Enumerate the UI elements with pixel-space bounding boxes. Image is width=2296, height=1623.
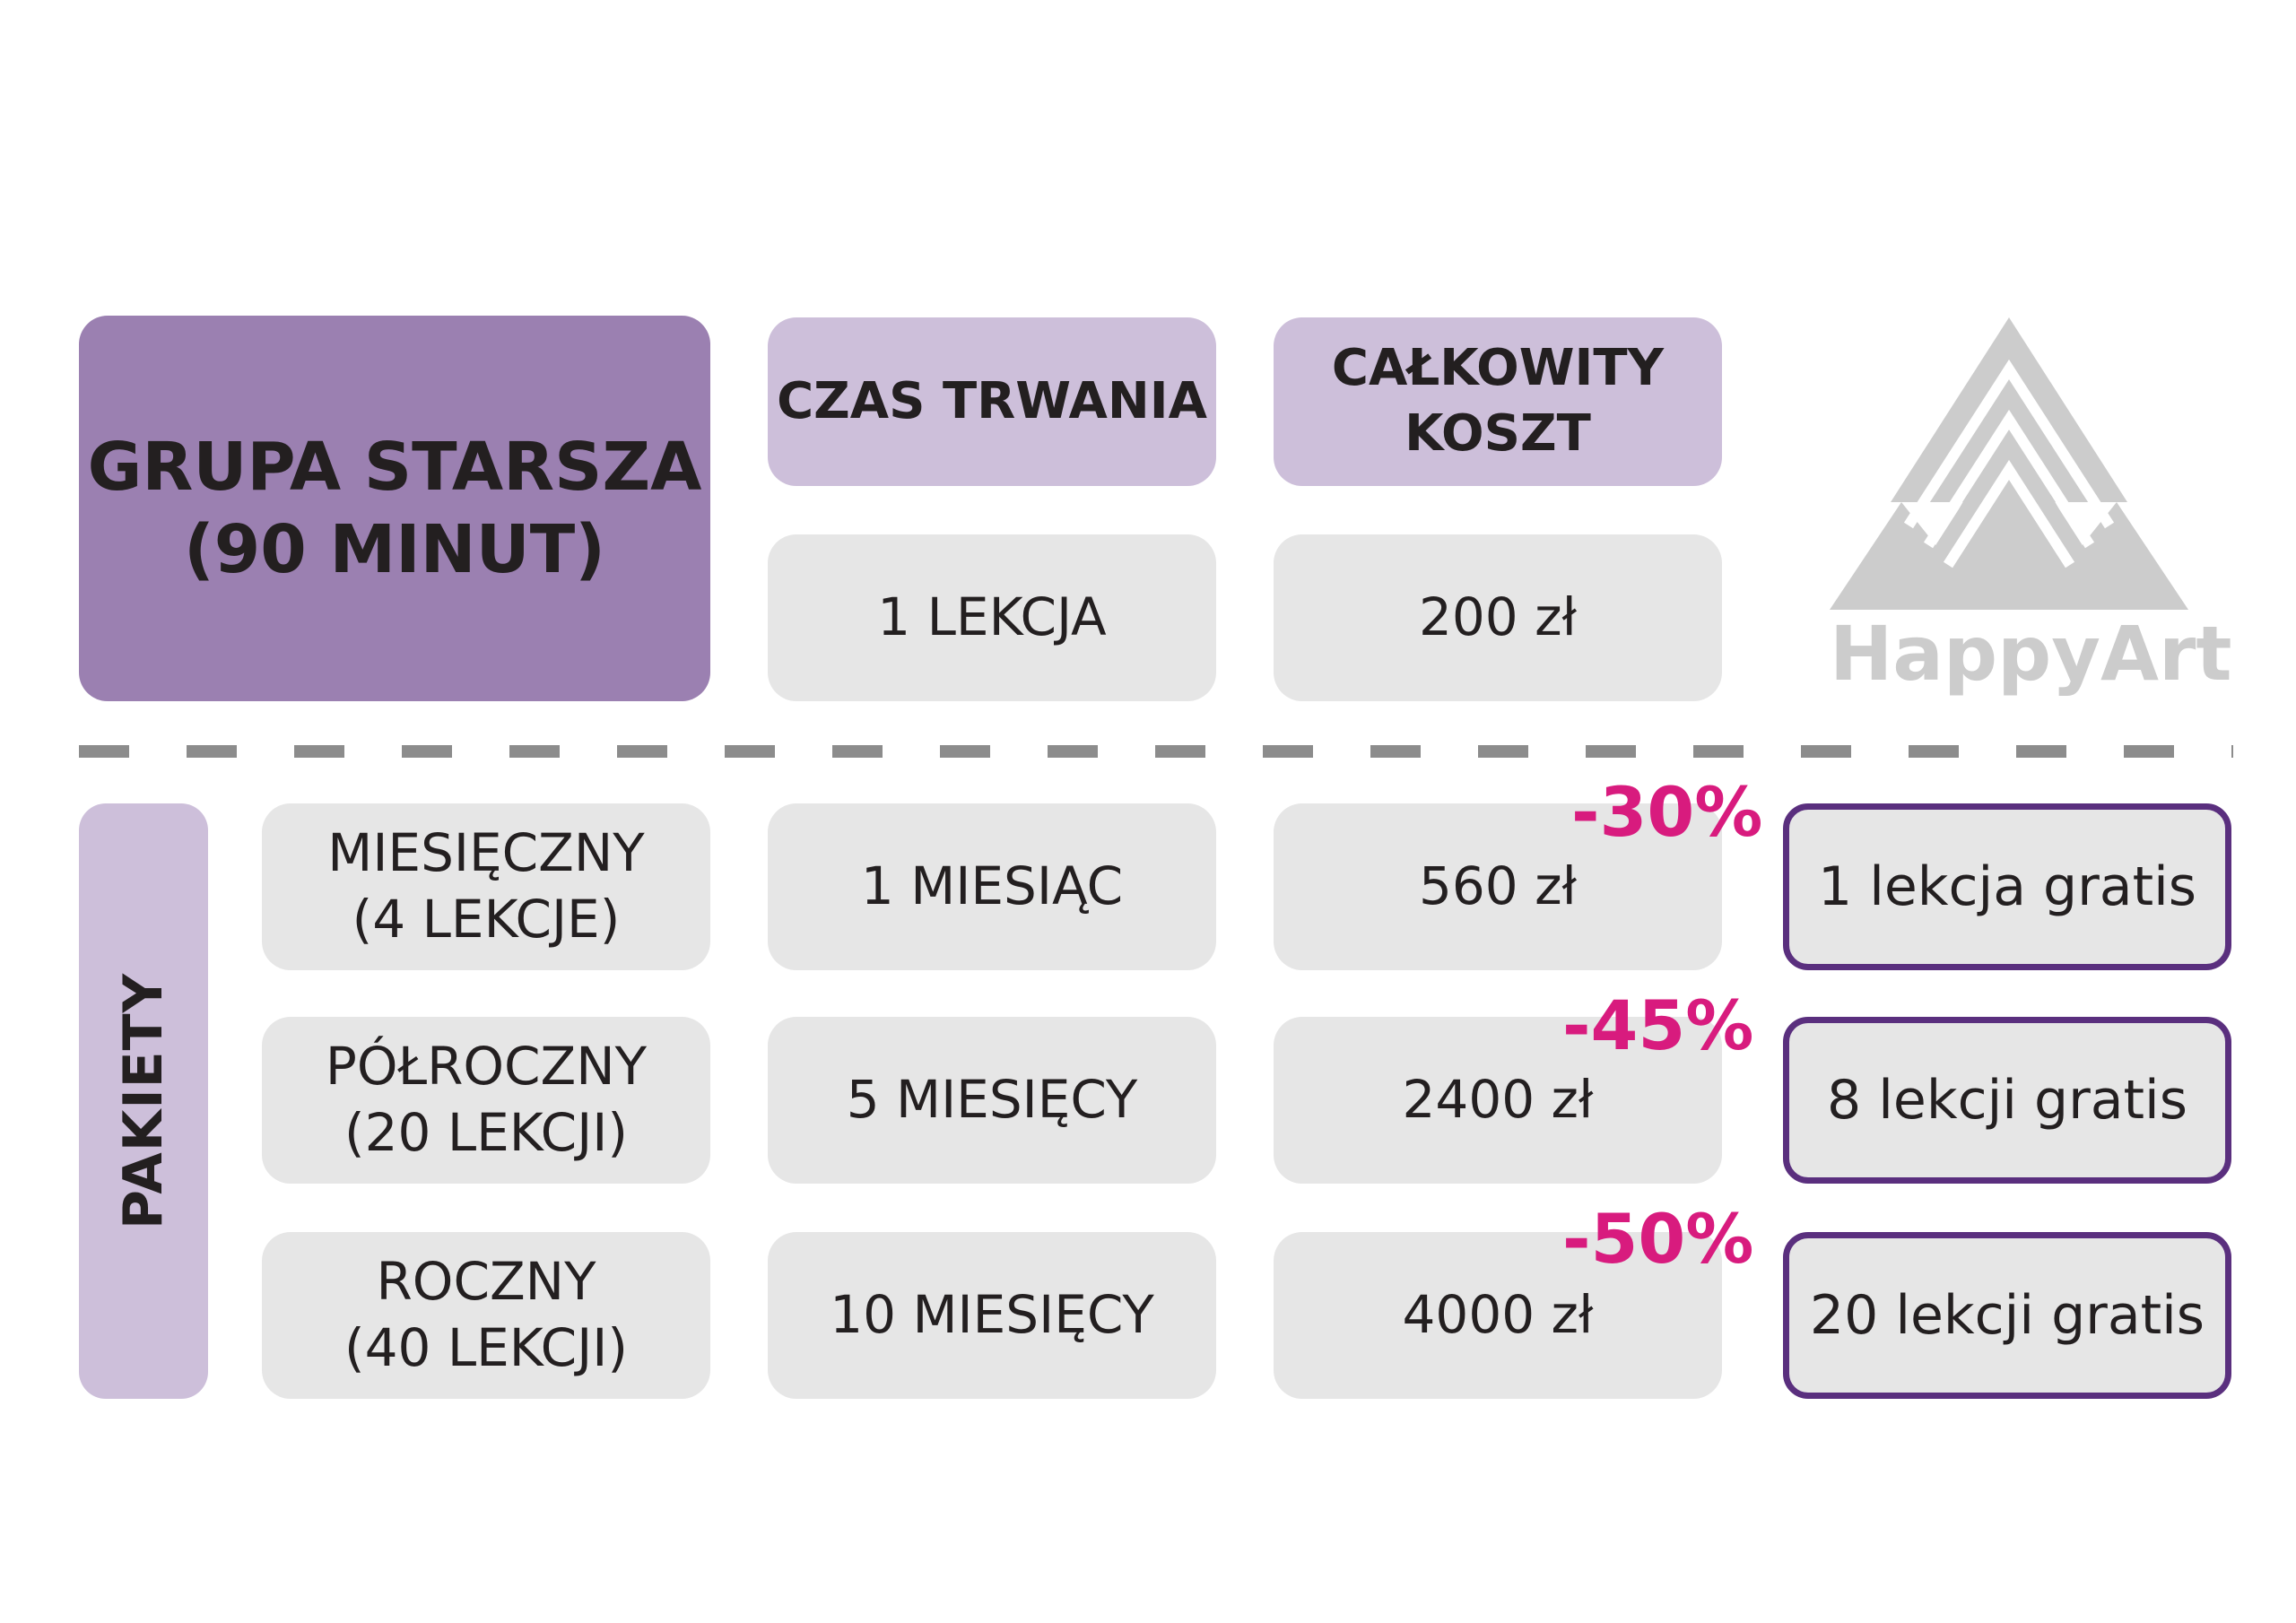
mountain-logo-icon [1830,317,2188,610]
group-title-line2: (90 MINUT) [183,511,606,588]
packages-side-label: PAKIETY [79,803,208,1399]
package-lessons: (4 LEKCJE) [352,889,621,950]
package-duration-cell: 10 MIESIĘCY [768,1232,1216,1399]
bonus-text: 8 lekcji gratis [1827,1069,2187,1132]
group-title-box: GRUPA STARSZA (90 MINUT) [79,316,710,701]
bonus-box: 1 lekcja gratis [1783,803,2231,970]
cost-header-line1: CAŁKOWITY [1331,339,1665,398]
duration-header-label: CZAS TRWANIA [777,371,1207,430]
discount-badge: -30% [1571,772,1763,852]
bonus-text: 20 lekcji gratis [1809,1284,2205,1347]
package-name: MIESIĘCZNY [327,822,645,884]
single-cost: 200 zł [1418,586,1578,648]
bonus-text: 1 lekcja gratis [1817,855,2197,918]
bonus-box: 8 lekcji gratis [1783,1017,2231,1184]
package-name-cell: ROCZNY (40 LEKCJI) [262,1232,710,1399]
package-duration-cell: 5 MIESIĘCY [768,1017,1216,1184]
cost-header-line2: KOSZT [1405,404,1591,463]
package-duration-cell: 1 MIESIĄC [768,803,1216,970]
package-cost-cell: 2400 zł [1274,1017,1722,1184]
discount-badge: -45% [1562,985,1754,1065]
single-duration: 1 LEKCJA [877,586,1107,648]
package-name-cell: MIESIĘCZNY (4 LEKCJE) [262,803,710,970]
package-duration: 10 MIESIĘCY [830,1284,1154,1346]
package-name: ROCZNY [376,1251,596,1313]
package-lessons: (40 LEKCJI) [344,1317,629,1378]
cost-header: CAŁKOWITY KOSZT [1274,317,1722,486]
brand-name: HappyArt [1830,610,2232,698]
single-cost-cell: 200 zł [1274,534,1722,701]
discount-badge: -50% [1562,1199,1754,1279]
package-cost: 560 zł [1418,855,1578,917]
package-lessons: (20 LEKCJI) [344,1102,628,1163]
package-cost: 4000 zł [1402,1284,1594,1346]
package-cost-cell: 4000 zł [1274,1232,1722,1399]
package-cost: 2400 zł [1402,1069,1594,1131]
bonus-box: 20 lekcji gratis [1783,1232,2231,1399]
duration-header: CZAS TRWANIA [768,317,1216,486]
package-name: PÓŁROCZNY [325,1036,648,1098]
package-duration: 5 MIESIĘCY [846,1069,1138,1131]
package-name-cell: PÓŁROCZNY (20 LEKCJI) [262,1017,710,1184]
group-title-line1: GRUPA STARSZA [87,428,702,506]
package-duration: 1 MIESIĄC [860,855,1124,917]
package-cost-cell: 560 zł [1274,803,1722,970]
packages-label: PAKIETY [112,972,175,1230]
single-duration-cell: 1 LEKCJA [768,534,1216,701]
